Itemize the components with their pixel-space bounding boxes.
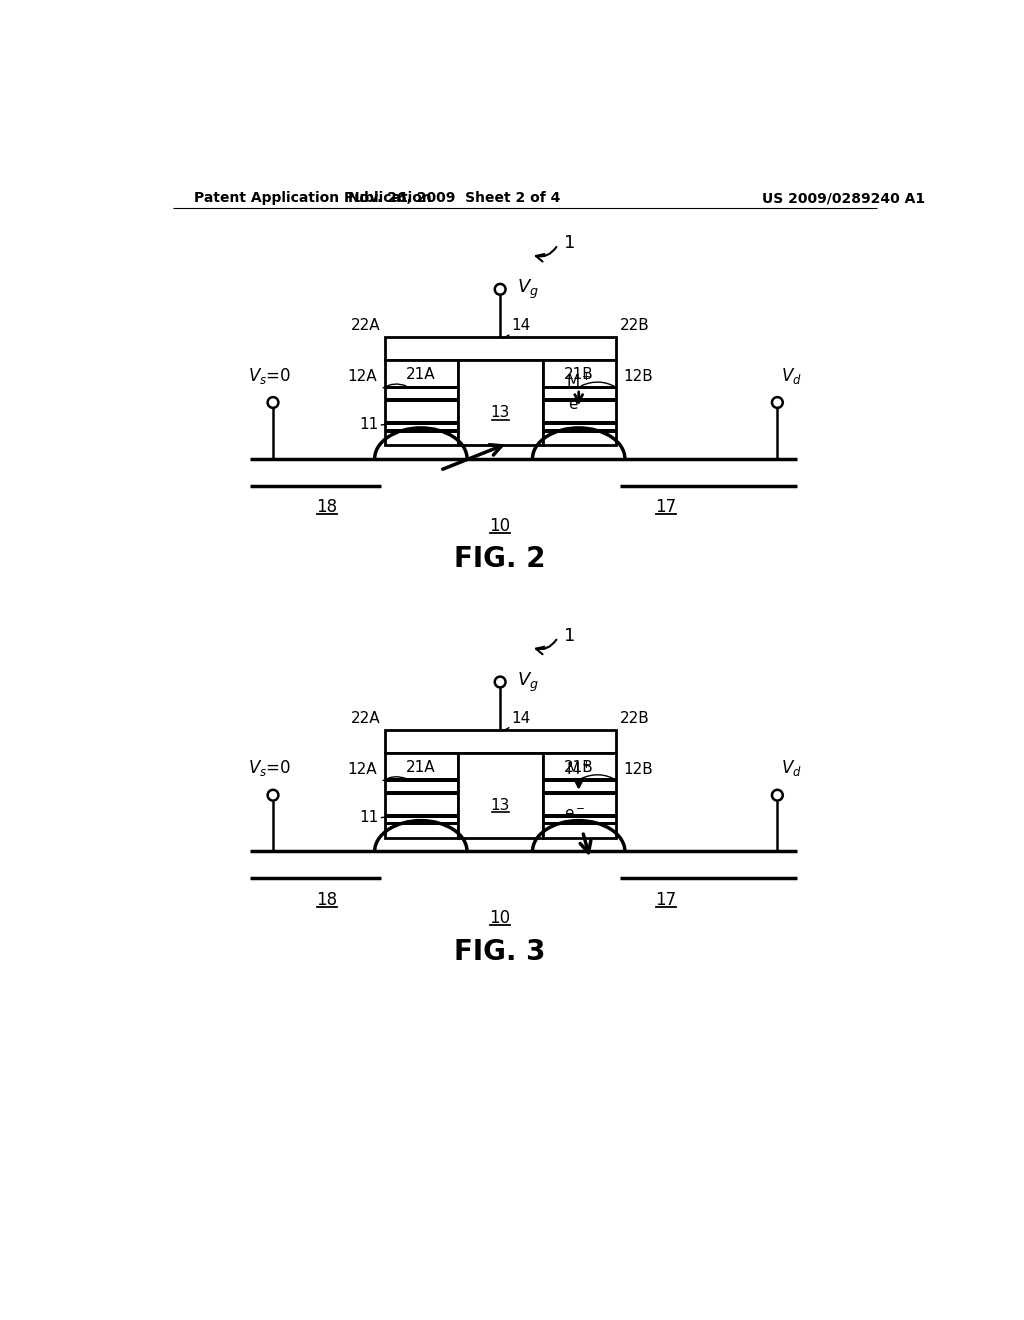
Bar	[543, 779, 615, 781]
Text: 21A: 21A	[407, 367, 435, 381]
Text: 17: 17	[655, 498, 676, 516]
Bar	[385, 821, 458, 825]
Bar	[543, 385, 615, 389]
Text: Nov. 26, 2009  Sheet 2 of 4: Nov. 26, 2009 Sheet 2 of 4	[348, 191, 560, 206]
Text: 13: 13	[490, 797, 510, 813]
Bar	[385, 730, 615, 752]
Text: 12A: 12A	[347, 762, 377, 776]
Text: 18: 18	[316, 891, 338, 909]
Text: 14: 14	[512, 318, 531, 333]
Bar	[385, 814, 458, 817]
Text: 18: 18	[316, 498, 338, 516]
Text: 13: 13	[490, 405, 510, 420]
Text: $V_g$: $V_g$	[517, 277, 539, 301]
Text: 22A: 22A	[351, 711, 381, 726]
Bar	[543, 752, 615, 838]
Bar	[385, 421, 458, 425]
Text: 14: 14	[512, 711, 531, 726]
Text: 12B: 12B	[624, 762, 653, 776]
Text: M$^+$: M$^+$	[566, 372, 591, 389]
Bar	[543, 429, 615, 433]
Text: e$^-$: e$^-$	[568, 397, 590, 413]
Text: 17: 17	[655, 891, 676, 909]
Text: 10: 10	[489, 909, 511, 928]
Bar	[385, 779, 458, 781]
Text: 1: 1	[564, 627, 575, 644]
Bar	[543, 821, 615, 825]
Text: 21B: 21B	[564, 760, 594, 775]
Bar	[543, 421, 615, 425]
Text: $V_d$: $V_d$	[781, 758, 802, 779]
Text: 11: 11	[359, 810, 379, 825]
Bar	[458, 752, 543, 838]
Text: 21A: 21A	[407, 760, 435, 775]
Text: FIG. 2: FIG. 2	[455, 545, 546, 573]
Bar	[458, 360, 543, 445]
Bar	[385, 360, 458, 445]
Bar	[385, 429, 458, 433]
Text: 12B: 12B	[624, 370, 653, 384]
Bar	[385, 385, 458, 389]
Text: 22B: 22B	[620, 318, 649, 333]
Text: $V_s$=0: $V_s$=0	[248, 758, 291, 779]
Text: FIG. 3: FIG. 3	[455, 937, 546, 965]
Bar	[543, 791, 615, 795]
Bar	[543, 814, 615, 817]
Text: M$^+$: M$^+$	[566, 762, 591, 779]
Bar	[543, 399, 615, 403]
Text: e$^-$: e$^-$	[564, 807, 586, 822]
Bar	[385, 399, 458, 403]
Text: 12A: 12A	[347, 370, 377, 384]
Text: 22B: 22B	[620, 711, 649, 726]
Text: $V_d$: $V_d$	[781, 366, 802, 385]
Text: 10: 10	[489, 516, 511, 535]
Text: US 2009/0289240 A1: US 2009/0289240 A1	[762, 191, 925, 206]
Text: $V_s$=0: $V_s$=0	[248, 366, 291, 385]
Bar	[385, 752, 458, 838]
Text: 21B: 21B	[564, 367, 594, 381]
Text: 1: 1	[564, 234, 575, 252]
Text: 11: 11	[359, 417, 379, 433]
Text: Patent Application Publication: Patent Application Publication	[194, 191, 431, 206]
Text: $V_g$: $V_g$	[517, 671, 539, 693]
Bar	[543, 360, 615, 445]
Bar	[385, 337, 615, 360]
Bar	[385, 791, 458, 795]
Text: 22A: 22A	[351, 318, 381, 333]
